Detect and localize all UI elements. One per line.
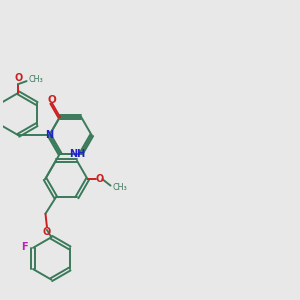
Text: NH: NH [69,148,86,159]
Text: O: O [14,73,22,82]
Text: N: N [45,130,53,140]
Text: CH₃: CH₃ [112,183,127,192]
Text: O: O [43,227,51,237]
Text: F: F [21,242,28,252]
Text: O: O [96,174,104,184]
Text: O: O [47,95,56,105]
Text: CH₃: CH₃ [29,75,44,84]
